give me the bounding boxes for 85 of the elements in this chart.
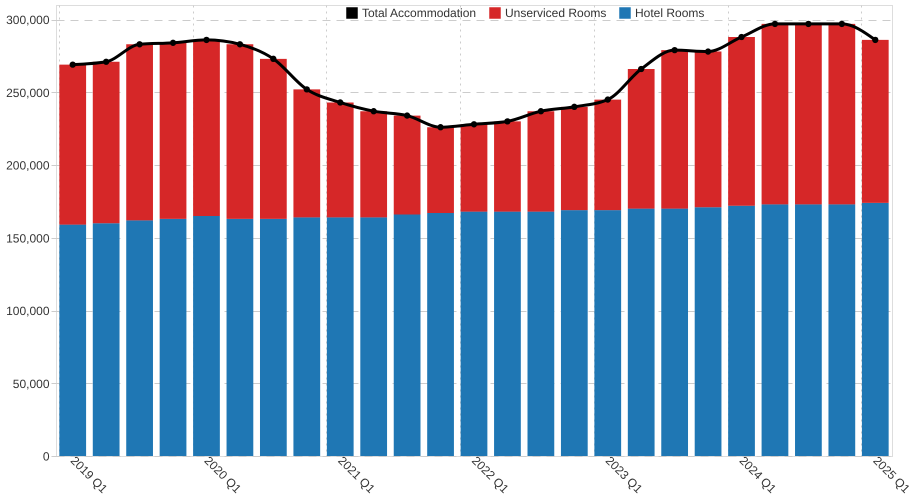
- point: [404, 112, 410, 119]
- bar: [293, 217, 320, 456]
- bar: [694, 207, 722, 456]
- bar: [494, 121, 521, 212]
- bar: [728, 206, 755, 456]
- bar: [326, 217, 354, 456]
- bar: [427, 127, 454, 214]
- bar: [560, 210, 588, 456]
- bar: [394, 214, 420, 456]
- point: [872, 36, 878, 44]
- bar: [828, 24, 856, 204]
- point: [136, 41, 143, 48]
- point: [571, 104, 578, 110]
- bar: [594, 100, 622, 210]
- bar: [260, 218, 287, 456]
- bar: [126, 44, 153, 220]
- y-tick-label: 100,000: [6, 304, 50, 318]
- bar: [862, 202, 889, 456]
- bar: [862, 40, 889, 203]
- y-tick-label: 50,000: [12, 376, 50, 391]
- legend-label: Unserviced Rooms: [505, 6, 606, 20]
- point: [103, 58, 110, 65]
- point: [437, 124, 444, 130]
- legend-label: Hotel Rooms: [635, 6, 704, 20]
- bar: [628, 208, 655, 456]
- point: [805, 20, 812, 28]
- point: [704, 48, 712, 55]
- bar: [326, 102, 354, 218]
- point: [270, 56, 277, 62]
- bar: [661, 50, 688, 209]
- bar: [661, 208, 688, 456]
- bar: [226, 218, 254, 456]
- bar: [193, 216, 220, 456]
- point: [470, 121, 478, 128]
- bar: [528, 111, 554, 212]
- bar: [762, 24, 788, 204]
- point: [370, 108, 377, 114]
- bar: [494, 212, 521, 456]
- point: [738, 34, 745, 40]
- bar: [427, 213, 454, 456]
- y-tick-label: 200,000: [6, 158, 50, 173]
- bar: [694, 52, 722, 208]
- point: [604, 96, 611, 103]
- legend-label: Total Accommodation: [362, 6, 476, 20]
- bar: [528, 212, 554, 456]
- bar: [59, 64, 86, 225]
- point: [638, 66, 644, 72]
- bar: [92, 223, 120, 456]
- y-tick-label: 250,000: [6, 86, 50, 100]
- point: [236, 41, 244, 48]
- bar: [460, 212, 488, 456]
- point: [337, 99, 344, 106]
- bar: [594, 210, 622, 456]
- point: [671, 46, 678, 54]
- point: [838, 20, 845, 28]
- bar: [193, 40, 220, 216]
- point: [170, 40, 176, 46]
- point: [504, 118, 511, 125]
- point: [304, 86, 310, 93]
- bar: [260, 58, 287, 219]
- bar: [160, 218, 186, 456]
- y-tick-label: 300,000: [6, 13, 50, 28]
- bar: [360, 217, 388, 456]
- point: [70, 61, 76, 68]
- bar: [160, 42, 186, 219]
- bar: [762, 204, 788, 456]
- bar: [628, 69, 655, 209]
- bar: [92, 62, 120, 224]
- bar: [360, 111, 388, 218]
- bar: [795, 24, 822, 204]
- bar: [126, 220, 153, 456]
- bar: [560, 106, 588, 210]
- point: [538, 108, 544, 114]
- bar: [728, 37, 755, 206]
- bar: [293, 89, 320, 218]
- y-tick-label: 0: [42, 450, 50, 464]
- point: [203, 36, 210, 44]
- bar: [828, 204, 856, 456]
- y-tick-label: 150,000: [6, 231, 50, 246]
- bar: [795, 204, 822, 456]
- point: [772, 20, 778, 28]
- bar: [394, 116, 420, 214]
- bar: [460, 124, 488, 212]
- bar: [59, 224, 86, 456]
- bar: [226, 44, 254, 219]
